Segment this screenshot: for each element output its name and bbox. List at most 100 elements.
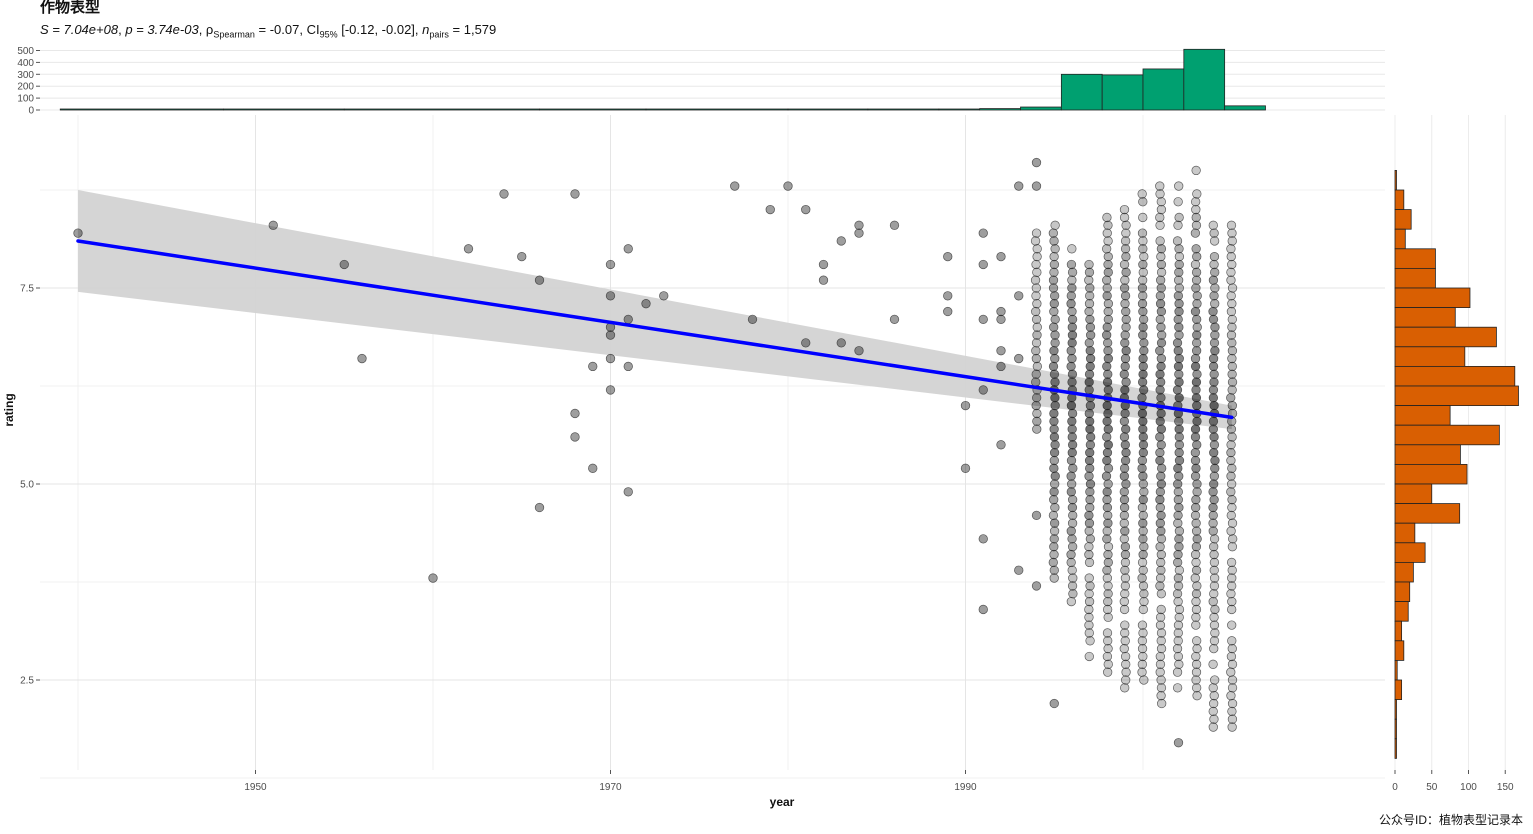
data-point: [1209, 400, 1219, 411]
y-tick-label: 7.5: [20, 284, 34, 295]
data-point: [1173, 463, 1183, 473]
data-point: [1121, 251, 1131, 262]
data-point: [1209, 236, 1220, 246]
data-point: [978, 385, 988, 395]
data-point: [1173, 651, 1184, 662]
right-hist-bar: [1394, 562, 1414, 583]
data-point: [1031, 369, 1041, 379]
data-point: [1173, 628, 1183, 638]
data-point: [1120, 275, 1130, 285]
data-point: [1227, 518, 1238, 528]
data-point: [1120, 549, 1131, 560]
data-point: [1156, 377, 1166, 387]
data-point: [1103, 557, 1113, 568]
data-point: [1226, 447, 1236, 458]
data-point: [1208, 393, 1219, 403]
data-point: [1137, 189, 1147, 199]
data-point: [1190, 197, 1201, 207]
data-point: [1138, 479, 1148, 489]
data-point: [1209, 565, 1219, 575]
data-point: [1208, 683, 1218, 693]
data-point: [1156, 557, 1166, 568]
data-point: [1226, 393, 1236, 403]
data-point: [1190, 549, 1201, 560]
data-point: [1173, 220, 1183, 230]
data-point: [1155, 667, 1165, 677]
data-point: [1139, 314, 1149, 325]
data-point: [1049, 455, 1059, 466]
data-point: [1067, 244, 1077, 254]
data-point: [1227, 636, 1237, 646]
data-point: [1156, 408, 1166, 419]
right-hist-bar: [1394, 620, 1403, 642]
data-point: [1155, 581, 1165, 591]
data-point: [1155, 447, 1165, 458]
data-point: [1155, 542, 1165, 552]
data-point: [1084, 604, 1094, 615]
data-point: [1191, 495, 1201, 505]
data-point: [1192, 400, 1202, 411]
data-point: [996, 440, 1006, 450]
data-point: [1157, 330, 1167, 340]
right-hist-bar: [1394, 189, 1405, 211]
data-point: [1066, 259, 1077, 270]
data-point: [588, 361, 598, 372]
data-point: [1084, 377, 1094, 387]
data-point: [1138, 526, 1148, 536]
data-point: [1209, 259, 1219, 270]
y-axis-label: rating: [2, 393, 16, 426]
data-point: [1174, 455, 1185, 466]
data-point: [1067, 353, 1077, 364]
data-point: [1050, 244, 1060, 254]
data-point: [1119, 534, 1129, 544]
top-hist-bar: [1101, 74, 1144, 111]
data-point: [1119, 463, 1130, 473]
data-point: [1032, 299, 1042, 309]
data-point: [1156, 534, 1167, 544]
data-point: [1226, 424, 1237, 434]
data-point: [1067, 267, 1078, 277]
data-point: [1227, 495, 1237, 505]
data-point: [1155, 620, 1166, 630]
data-point: [1031, 157, 1042, 168]
data-point: [1031, 377, 1041, 387]
data-point: [1173, 479, 1183, 489]
data-point: [1119, 432, 1130, 442]
data-point: [1226, 589, 1236, 599]
data-point: [1121, 377, 1131, 387]
data-point: [1103, 659, 1113, 669]
data-point: [1102, 565, 1112, 575]
data-point: [570, 408, 580, 419]
data-point: [1156, 338, 1167, 348]
data-point: [1102, 228, 1112, 238]
data-point: [1156, 643, 1167, 654]
data-point: [1173, 557, 1183, 568]
data-point: [765, 204, 775, 215]
data-point: [1014, 291, 1024, 301]
data-point: [1209, 636, 1220, 646]
data-point: [1085, 346, 1095, 356]
data-point: [1031, 283, 1041, 293]
data-point: [605, 259, 616, 270]
data-point: [1174, 267, 1184, 277]
data-point: [1227, 502, 1237, 513]
top-hist-tick-label: 100: [17, 94, 34, 105]
data-point: [1103, 510, 1113, 521]
data-point: [1103, 251, 1113, 262]
data-point: [1120, 565, 1130, 575]
data-point: [978, 228, 988, 238]
data-point: [1139, 542, 1149, 552]
data-point: [1227, 581, 1237, 591]
data-point: [836, 338, 846, 348]
data-point: [623, 487, 633, 497]
data-point: [978, 259, 988, 270]
data-point: [1014, 565, 1024, 575]
data-point: [1050, 330, 1060, 340]
data-point: [1120, 636, 1130, 646]
data-point: [1210, 455, 1220, 466]
data-point: [1192, 416, 1202, 426]
data-point: [1138, 259, 1148, 270]
data-point: [1119, 204, 1130, 215]
data-point: [1155, 346, 1165, 356]
data-point: [1119, 259, 1130, 270]
